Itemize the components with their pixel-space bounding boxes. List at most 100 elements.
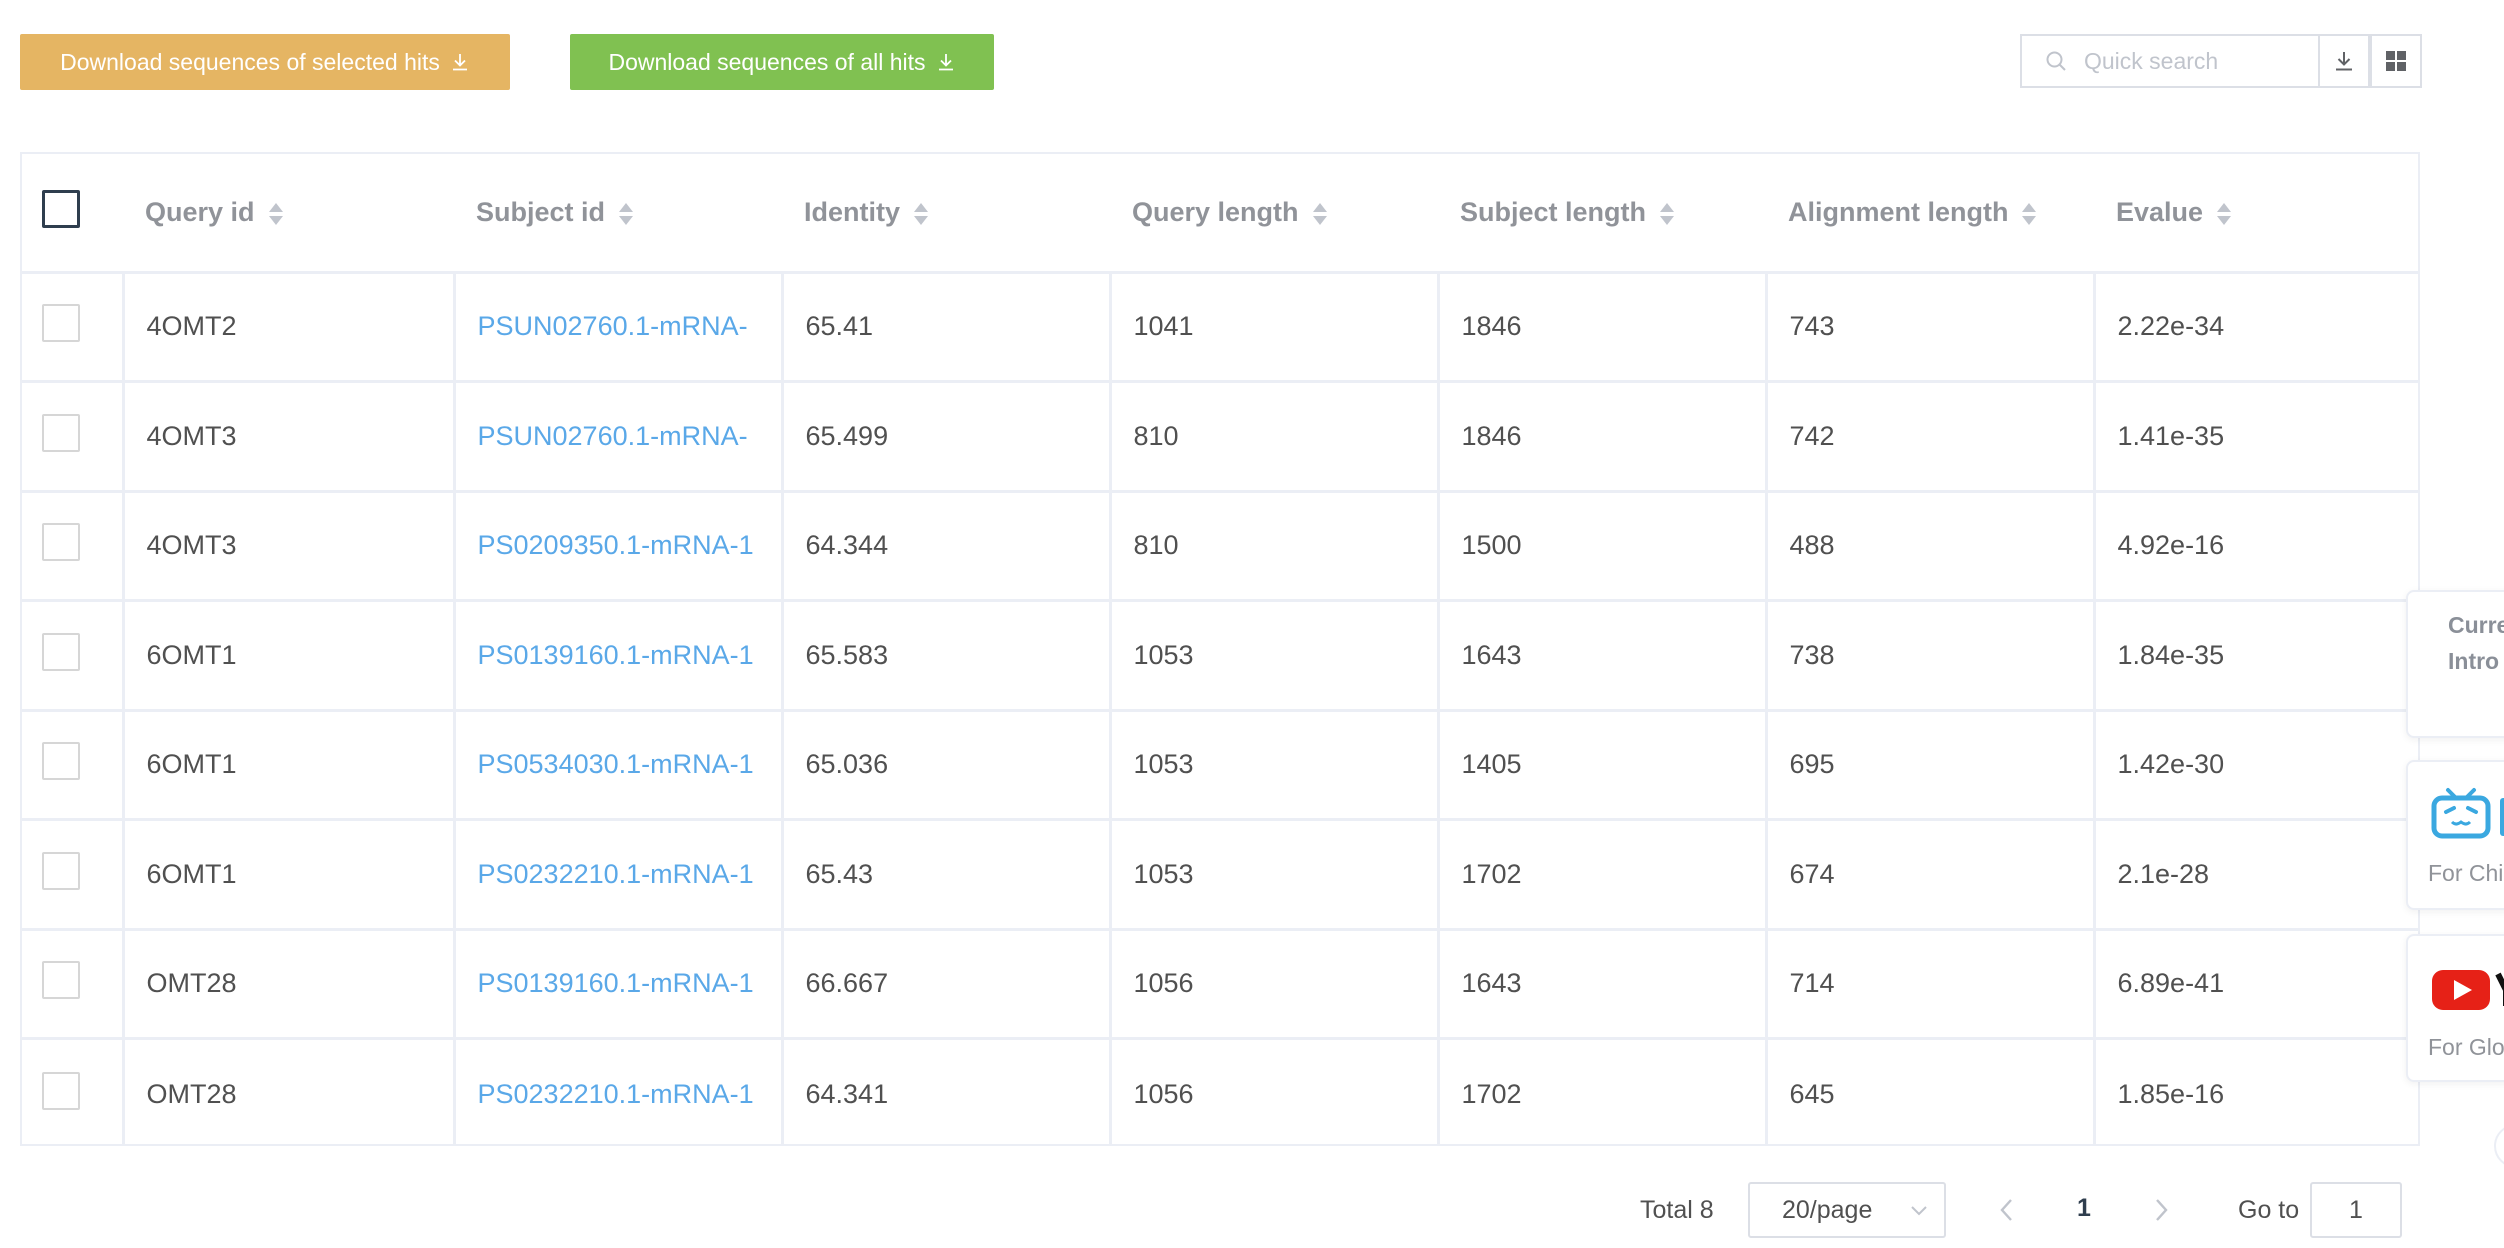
download-all-label: Download sequences of all hits [608,48,926,75]
sort-icon[interactable] [617,201,635,227]
youtube-caption: For Glo [2428,1034,2504,1060]
page-number-current[interactable]: 1 [2077,1194,2091,1222]
bilibili-panel[interactable]: For Chi [2406,760,2504,910]
bilibili-caption: For Chi [2428,860,2504,886]
page-size-value: 20/page [1782,1195,1873,1224]
subject-length-cell: 1702 [1438,1038,1768,1144]
column-header-identity[interactable]: Identity [782,154,1110,274]
subject-length-cell: 1846 [1438,272,1768,383]
subject-length-cell: 1846 [1438,381,1768,493]
sort-icon[interactable] [1311,201,1329,227]
row-checkbox[interactable] [42,523,80,562]
download-icon [2336,52,2352,71]
grid-icon [2386,51,2406,71]
column-header-subject-length[interactable]: Subject length [1438,154,1766,274]
query-length-cell: 1056 [1110,929,1440,1040]
alignment-length-cell: 645 [1766,1038,2096,1144]
subject-length-cell: 1643 [1438,929,1768,1040]
identity-cell: 66.667 [782,929,1112,1040]
next-page-icon[interactable] [2148,1196,2174,1224]
query-id-cell: 4OMT3 [123,381,456,493]
chevron-down-icon [1911,1206,1927,1216]
query-length-cell: 1053 [1110,710,1440,821]
subject-id-link[interactable]: PS0139160.1-mRNA-1 [477,639,754,670]
search-input[interactable] [2082,46,2316,76]
identity-cell: 65.43 [782,819,1112,931]
alignment-length-cell: 738 [1766,600,2096,712]
row-checkbox[interactable] [42,742,80,781]
query-length-cell: 1053 [1110,600,1440,712]
intro-panel-line2: Intro [2448,648,2500,674]
subject-id-link[interactable]: PSUN02760.1-mRNA- [477,420,748,451]
subject-id-link[interactable]: PS0232210.1-mRNA-1 [477,858,754,889]
column-header-query-id[interactable]: Query id [123,154,454,274]
query-length-cell: 1056 [1110,1038,1440,1144]
column-header-evalue[interactable]: Evalue [2094,154,2418,274]
page-size-select[interactable]: 20/page [1748,1182,1946,1238]
table-row: 4OMT3 PSUN02760.1-mRNA- 65.499 810 1846 … [22,381,2418,493]
table-row: 4OMT3 PS0209350.1-mRNA-1 64.344 810 1500… [22,491,2418,602]
identity-cell: 65.499 [782,381,1112,493]
alignment-length-cell: 743 [1766,272,2096,383]
sort-icon[interactable] [912,201,930,227]
subject-id-link[interactable]: PS0534030.1-mRNA-1 [477,749,754,780]
subject-length-cell: 1702 [1438,819,1768,931]
query-length-cell: 810 [1110,491,1440,602]
sort-icon[interactable] [2215,201,2233,227]
scroll-top-button[interactable] [2494,1124,2504,1168]
query-id-cell: 6OMT1 [123,600,456,712]
row-checkbox[interactable] [42,304,80,343]
query-id-cell: 6OMT1 [123,819,456,931]
subject-id-link[interactable]: PS0139160.1-mRNA-1 [477,968,754,999]
subject-length-cell: 1643 [1438,600,1768,712]
evalue-cell: 1.84e-35 [2094,600,2418,712]
download-selected-button[interactable]: Download sequences of selected hits [20,34,510,90]
goto-label: Go to [2238,1196,2300,1224]
row-checkbox[interactable] [42,413,80,452]
download-all-button[interactable]: Download sequences of all hits [570,34,994,90]
results-table: Query id Subject id Identity Query lengt… [20,152,2420,1146]
download-icon [452,54,467,71]
row-checkbox[interactable] [42,851,80,890]
sort-icon[interactable] [267,201,285,227]
prev-page-icon[interactable] [1994,1196,2020,1224]
sort-icon[interactable] [1658,201,1676,227]
row-checkbox[interactable] [42,1071,80,1110]
alignment-length-cell: 695 [1766,710,2096,821]
select-all-cell [22,154,123,274]
identity-cell: 64.341 [782,1038,1112,1144]
column-header-subject-id[interactable]: Subject id [454,154,782,274]
export-button[interactable] [2318,34,2370,88]
goto-page-input[interactable] [2310,1182,2402,1238]
select-all-checkbox[interactable] [42,189,80,228]
total-count: Total 8 [1640,1196,1714,1224]
sort-icon[interactable] [2020,201,2038,227]
intro-panel[interactable]: Curre Intro [2406,590,2504,738]
column-header-alignment-length[interactable]: Alignment length [1766,154,2094,274]
column-header-query-length[interactable]: Query length [1110,154,1438,274]
subject-id-link[interactable]: PS0209350.1-mRNA-1 [477,530,754,561]
row-checkbox[interactable] [42,632,80,671]
alignment-length-cell: 488 [1766,491,2096,602]
column-toggle-button[interactable] [2370,34,2422,88]
query-id-cell: OMT28 [123,1038,456,1144]
table-row: OMT28 PS0232210.1-mRNA-1 64.341 1056 170… [22,1038,2418,1144]
bilibili-icon [2431,788,2504,839]
table-row: OMT28 PS0139160.1-mRNA-1 66.667 1056 164… [22,929,2418,1040]
table-row: 6OMT1 PS0534030.1-mRNA-1 65.036 1053 140… [22,710,2418,821]
youtube-panel[interactable]: For Glo [2406,934,2504,1082]
evalue-cell: 1.41e-35 [2094,381,2418,493]
search-icon [2046,51,2066,71]
subject-id-link[interactable]: PS0232210.1-mRNA-1 [477,1078,754,1109]
subject-id-link[interactable]: PSUN02760.1-mRNA- [477,311,748,342]
evalue-cell: 1.85e-16 [2117,1078,2225,1109]
youtube-icon [2432,970,2504,1010]
query-length-cell: 810 [1110,381,1440,493]
row-checkbox[interactable] [42,961,80,1000]
table-row: 6OMT1 PS0139160.1-mRNA-1 65.583 1053 164… [22,600,2418,712]
query-id-cell: 4OMT2 [123,272,456,383]
quick-search [2020,34,2318,88]
pagination: Total 8 20/page 1 Go to [0,1182,2504,1238]
identity-cell: 65.583 [782,600,1112,712]
evalue-cell: 6.89e-41 [2094,929,2418,1040]
